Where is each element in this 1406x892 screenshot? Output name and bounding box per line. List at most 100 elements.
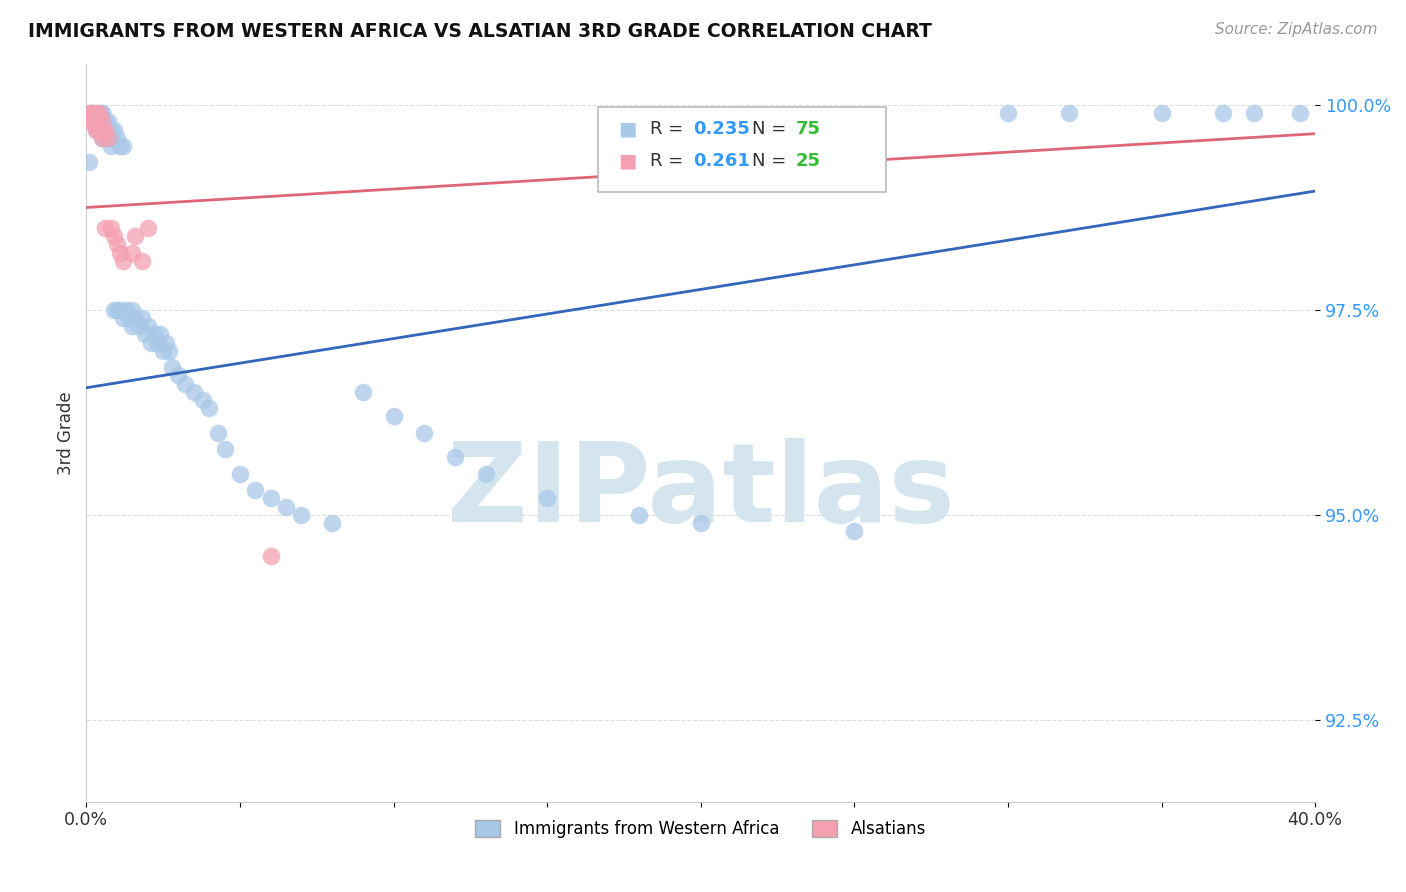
Point	[84, 114, 107, 128]
Point	[97, 122, 120, 136]
Point	[105, 302, 128, 317]
Point	[157, 343, 180, 358]
Point	[112, 139, 135, 153]
Point	[173, 376, 195, 391]
Point	[1150, 106, 1173, 120]
Text: ■: ■	[619, 151, 637, 170]
Text: 75: 75	[796, 120, 821, 138]
Point	[259, 549, 281, 563]
Point	[100, 221, 122, 235]
Point	[79, 155, 101, 169]
Point	[121, 245, 143, 260]
Point	[108, 245, 131, 260]
Point	[93, 114, 115, 128]
Point	[997, 106, 1019, 120]
Point	[105, 130, 128, 145]
Point	[90, 122, 112, 136]
Text: N =: N =	[752, 120, 792, 138]
Point	[84, 106, 107, 120]
Point	[1059, 106, 1081, 120]
Point	[90, 114, 112, 128]
Point	[84, 106, 107, 120]
Point	[474, 467, 496, 481]
Point	[229, 467, 252, 481]
Point	[134, 327, 156, 342]
Point	[167, 368, 190, 383]
Point	[1243, 106, 1265, 120]
Point	[84, 122, 107, 136]
Point	[689, 516, 711, 530]
Point	[152, 343, 174, 358]
Point	[290, 508, 312, 522]
Point	[124, 311, 146, 326]
Point	[136, 319, 159, 334]
Text: 25: 25	[796, 152, 821, 169]
Text: 0.235: 0.235	[693, 120, 749, 138]
Point	[155, 335, 177, 350]
Text: R =: R =	[650, 120, 689, 138]
Point	[274, 500, 297, 514]
Text: N =: N =	[752, 152, 792, 169]
Point	[198, 401, 221, 416]
Point	[82, 106, 104, 120]
Point	[128, 319, 150, 334]
Point	[103, 122, 125, 136]
Legend: Immigrants from Western Africa, Alsatians: Immigrants from Western Africa, Alsatian…	[468, 814, 932, 845]
Point	[100, 122, 122, 136]
Point	[118, 311, 141, 326]
Y-axis label: 3rd Grade: 3rd Grade	[58, 391, 75, 475]
Point	[93, 122, 115, 136]
Text: IMMIGRANTS FROM WESTERN AFRICA VS ALSATIAN 3RD GRADE CORRELATION CHART: IMMIGRANTS FROM WESTERN AFRICA VS ALSATI…	[28, 22, 932, 41]
Point	[97, 130, 120, 145]
Point	[90, 106, 112, 120]
Point	[93, 130, 115, 145]
Text: 0.261: 0.261	[693, 152, 749, 169]
Point	[100, 139, 122, 153]
Point	[90, 106, 112, 120]
Text: R =: R =	[650, 152, 689, 169]
Point	[142, 327, 165, 342]
Point	[97, 114, 120, 128]
Point	[207, 425, 229, 440]
Point	[87, 106, 110, 120]
Point	[84, 122, 107, 136]
Text: Source: ZipAtlas.com: Source: ZipAtlas.com	[1215, 22, 1378, 37]
Point	[87, 122, 110, 136]
Point	[100, 130, 122, 145]
Point	[121, 302, 143, 317]
Point	[105, 237, 128, 252]
Point	[352, 384, 374, 399]
Text: ■: ■	[619, 120, 637, 139]
Point	[84, 114, 107, 128]
Point	[1288, 106, 1310, 120]
Point	[87, 122, 110, 136]
Point	[382, 409, 405, 424]
Point	[112, 253, 135, 268]
Point	[259, 491, 281, 506]
Point	[844, 524, 866, 538]
Point	[149, 327, 172, 342]
Point	[90, 130, 112, 145]
Point	[136, 221, 159, 235]
Point	[214, 442, 236, 457]
Point	[87, 106, 110, 120]
Point	[87, 114, 110, 128]
Point	[124, 229, 146, 244]
Text: ZIPatlas: ZIPatlas	[447, 438, 955, 545]
Point	[628, 508, 651, 522]
Point	[79, 106, 101, 120]
Point	[413, 425, 436, 440]
Point	[93, 122, 115, 136]
Point	[103, 302, 125, 317]
Point	[536, 491, 558, 506]
Point	[90, 122, 112, 136]
Point	[131, 311, 153, 326]
Point	[115, 302, 138, 317]
Point	[97, 130, 120, 145]
Point	[191, 392, 214, 407]
Point	[82, 114, 104, 128]
Point	[103, 229, 125, 244]
Point	[121, 319, 143, 334]
Point	[108, 139, 131, 153]
Point	[82, 106, 104, 120]
